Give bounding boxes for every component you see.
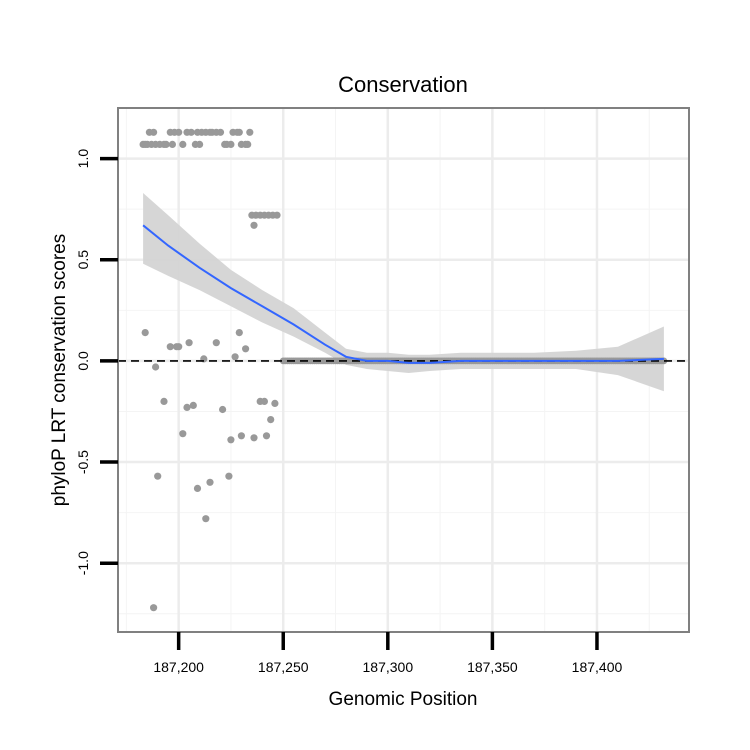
data-point: [235, 329, 243, 337]
y-axis-label: phyloP LRT conservation scores: [49, 234, 70, 507]
data-point: [206, 478, 214, 486]
data-point: [187, 128, 195, 136]
smooth-curve: [142, 224, 664, 364]
data-point: [271, 399, 279, 407]
chart-title: Conservation: [338, 72, 468, 97]
confidence-band-area: [143, 193, 664, 392]
data-point: [189, 401, 197, 409]
data-point: [260, 397, 268, 405]
data-point: [212, 339, 220, 347]
data-point: [166, 343, 174, 351]
data-point: [168, 140, 176, 148]
data-point: [193, 484, 202, 492]
data-point: [185, 339, 193, 347]
data-point: [273, 211, 281, 219]
data-point: [183, 403, 191, 411]
y-tick-label: 1.0: [75, 149, 91, 169]
data-point: [179, 430, 187, 438]
data-point: [262, 432, 271, 440]
x-tick-label: 187,350: [467, 659, 518, 675]
data-point: [202, 515, 210, 523]
data-point: [152, 363, 160, 371]
data-point: [154, 472, 162, 480]
data-point: [175, 343, 183, 351]
plot-panel-border: [117, 107, 690, 633]
data-point: [196, 140, 204, 148]
data-point: [141, 329, 149, 337]
x-tick-label: 187,200: [153, 659, 204, 675]
confidence-band: [143, 193, 664, 392]
data-point: [227, 140, 235, 148]
x-tick-label: 187,400: [572, 659, 623, 675]
data-point: [160, 397, 168, 405]
y-tick-label: -0.5: [75, 450, 91, 474]
data-point: [250, 434, 258, 442]
data-point: [237, 432, 245, 440]
data-point: [216, 128, 225, 136]
data-point: [162, 140, 170, 148]
x-tick-label: 187,250: [258, 659, 309, 675]
x-axis-label: Genomic Position: [329, 689, 478, 710]
data-point: [175, 128, 183, 136]
data-point: [219, 405, 227, 414]
y-tick-label: 0.0: [75, 351, 91, 371]
data-point: [150, 604, 158, 612]
data-point: [227, 436, 235, 444]
x-tick-label: 187,300: [363, 659, 414, 675]
data-point: [246, 128, 254, 136]
data-point: [244, 140, 252, 148]
y-tick-label: 0.5: [75, 250, 91, 270]
data-point: [250, 221, 258, 229]
data-point: [225, 472, 233, 480]
data-point: [150, 128, 158, 136]
data-point: [235, 128, 243, 136]
data-point: [179, 140, 187, 148]
data-point: [267, 416, 275, 424]
data-point: [231, 353, 239, 361]
smooth-line: [142, 224, 664, 364]
data-point: [242, 345, 250, 353]
y-tick-label: -1.0: [75, 551, 91, 575]
axis-ticks: 187,200 187,250 187,300 187,350 187,400 -1.0 -…: [75, 149, 622, 675]
